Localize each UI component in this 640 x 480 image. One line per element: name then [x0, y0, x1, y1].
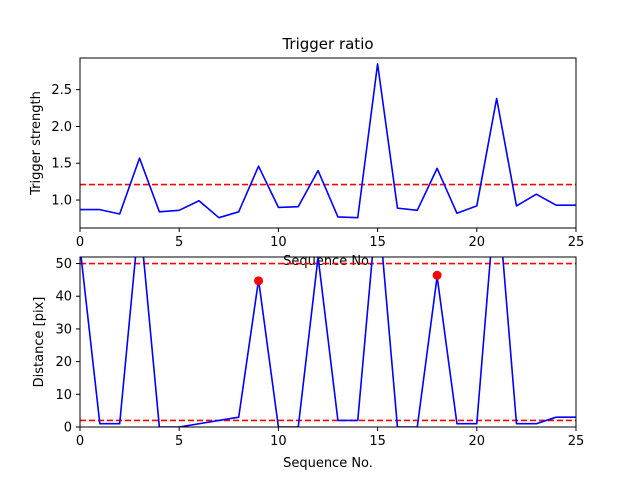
series-line — [80, 63, 576, 219]
x-tick-label: 5 — [175, 235, 183, 250]
x-tick-label: 0 — [76, 235, 84, 250]
subplot-trigger-ratio: Trigger ratio Trigger strength 0 5 10 15 20 2… — [29, 35, 584, 269]
axes-frame — [79, 57, 577, 229]
y-tick-label: 10 — [55, 388, 72, 403]
y-axis-label: Distance [pix] — [32, 297, 47, 388]
x-tick-label: 5 — [175, 434, 183, 449]
x-axis-label: Sequence No. — [283, 456, 373, 471]
x-tick-label: 15 — [369, 235, 386, 250]
x-tick-label: 25 — [568, 235, 585, 250]
plot-area — [80, 63, 576, 219]
y-axis: 1.0 1.5 2.0 2.5 — [51, 83, 80, 209]
x-axis-label: Sequence No. — [283, 254, 373, 269]
y-axis-label: Trigger strength — [29, 91, 44, 196]
y-tick-label: 2.5 — [51, 83, 72, 98]
data-point-marker — [432, 270, 442, 280]
subplot-distance: Distance [pix] 0 5 10 15 20 25 0 10 20 30 40 50 Se… — [32, 256, 584, 471]
y-axis: 0 10 20 30 40 50 — [55, 257, 80, 436]
x-tick-label: 10 — [270, 235, 287, 250]
x-tick-label: 20 — [469, 235, 486, 250]
x-axis: 0 5 10 15 20 25 — [76, 228, 584, 250]
x-tick-label: 25 — [568, 434, 585, 449]
x-tick-label: 10 — [270, 434, 287, 449]
axes-frame — [79, 256, 577, 428]
y-tick-label: 1.0 — [51, 194, 72, 209]
y-tick-label: 40 — [55, 290, 72, 305]
y-tick-label: 50 — [55, 257, 72, 272]
plot-area — [80, 257, 576, 427]
x-tick-label: 15 — [369, 434, 386, 449]
series-line — [80, 257, 576, 427]
x-tick-label: 20 — [469, 434, 486, 449]
y-tick-label: 0 — [64, 421, 72, 436]
data-point-marker — [254, 276, 264, 286]
y-tick-label: 20 — [55, 355, 72, 370]
y-tick-label: 1.5 — [51, 157, 72, 172]
y-tick-label: 30 — [55, 322, 72, 337]
y-tick-label: 2.0 — [51, 120, 72, 135]
x-tick-label: 0 — [76, 434, 84, 449]
x-axis: 0 5 10 15 20 25 — [76, 427, 584, 449]
chart-title: Trigger ratio — [281, 35, 373, 53]
